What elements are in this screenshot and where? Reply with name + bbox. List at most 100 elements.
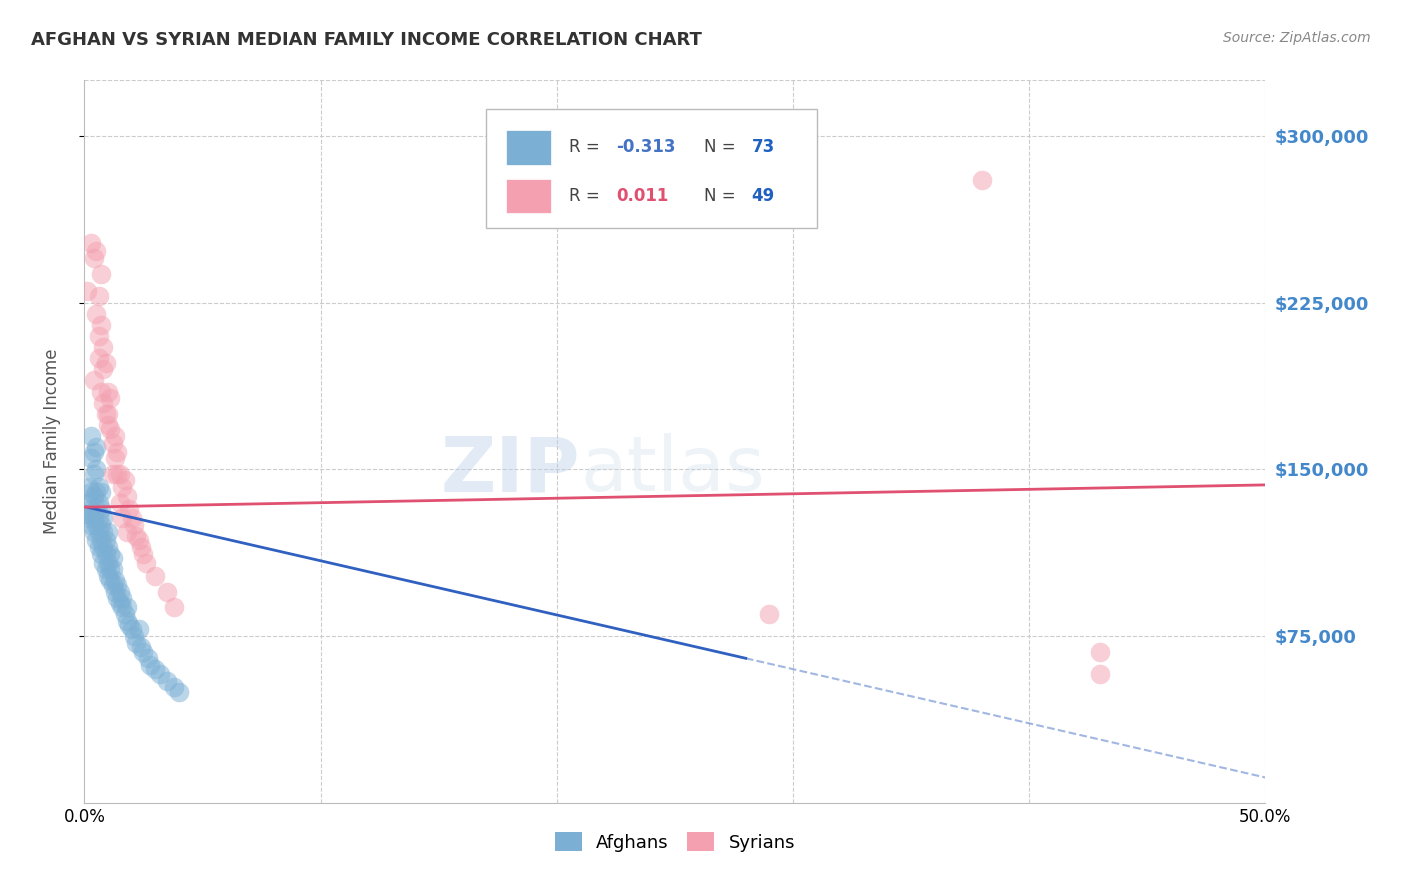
Point: [135, 556, 157, 570]
Point: [84, 244, 107, 259]
Point: [758, 607, 780, 621]
Point: [91, 524, 114, 539]
Point: [87, 496, 110, 510]
Point: [132, 547, 155, 561]
Point: [108, 467, 131, 481]
Point: [80, 451, 103, 466]
Point: [83, 524, 105, 539]
Point: [91, 540, 114, 554]
Point: [156, 584, 179, 599]
Point: [90, 384, 112, 399]
Point: [90, 547, 112, 561]
Point: [107, 591, 129, 606]
Text: 73: 73: [752, 138, 775, 156]
Text: N =: N =: [704, 187, 735, 205]
Text: R =: R =: [568, 138, 599, 156]
Point: [111, 480, 134, 494]
Point: [143, 662, 166, 676]
Point: [90, 484, 112, 499]
Point: [87, 540, 110, 554]
Point: [111, 511, 134, 525]
Point: [90, 318, 112, 332]
Point: [84, 502, 107, 516]
Point: [101, 467, 124, 481]
Point: [104, 574, 127, 588]
Point: [122, 629, 145, 643]
Point: [80, 517, 103, 532]
Point: [84, 307, 107, 321]
FancyBboxPatch shape: [506, 178, 551, 213]
Point: [139, 657, 162, 672]
Point: [128, 533, 150, 548]
Point: [98, 547, 121, 561]
Point: [97, 540, 120, 554]
Point: [83, 511, 105, 525]
Point: [114, 474, 136, 488]
Point: [167, 684, 190, 698]
Point: [143, 569, 166, 583]
Point: [90, 533, 112, 548]
Point: [97, 417, 120, 432]
Y-axis label: Median Family Income: Median Family Income: [42, 349, 60, 534]
Point: [163, 600, 186, 615]
Point: [84, 440, 107, 454]
Point: [115, 524, 138, 539]
Text: 49: 49: [752, 187, 775, 205]
Point: [76, 285, 98, 299]
Point: [80, 484, 103, 499]
Text: ZIP: ZIP: [441, 434, 581, 508]
Point: [1088, 645, 1111, 659]
Point: [111, 591, 134, 606]
Point: [98, 422, 121, 436]
Point: [125, 529, 148, 543]
Point: [80, 235, 103, 250]
Point: [1088, 666, 1111, 681]
Point: [121, 623, 143, 637]
Point: [80, 429, 103, 443]
Point: [90, 267, 112, 281]
Point: [132, 645, 155, 659]
Point: [129, 640, 152, 655]
Point: [94, 562, 117, 576]
Point: [108, 596, 131, 610]
Point: [115, 489, 138, 503]
Point: [163, 680, 186, 694]
Point: [87, 524, 110, 539]
Point: [115, 600, 138, 615]
Point: [104, 584, 127, 599]
Point: [101, 562, 124, 576]
Point: [108, 496, 131, 510]
Point: [87, 351, 110, 366]
Point: [97, 524, 120, 539]
Point: [114, 607, 136, 621]
Text: Source: ZipAtlas.com: Source: ZipAtlas.com: [1223, 31, 1371, 45]
Point: [101, 435, 124, 450]
Point: [83, 489, 105, 503]
Point: [98, 391, 121, 405]
Point: [136, 651, 159, 665]
Point: [107, 578, 129, 592]
Point: [101, 578, 124, 592]
Point: [87, 480, 110, 494]
Point: [98, 562, 121, 576]
Point: [83, 444, 105, 458]
Point: [970, 173, 993, 187]
Point: [111, 600, 134, 615]
Point: [104, 451, 127, 466]
Point: [129, 540, 152, 554]
Legend: Afghans, Syrians: Afghans, Syrians: [547, 825, 803, 859]
Point: [121, 511, 143, 525]
Point: [91, 340, 114, 354]
Point: [115, 614, 138, 628]
Point: [77, 511, 100, 525]
Point: [107, 444, 129, 458]
Point: [77, 480, 100, 494]
Point: [83, 251, 105, 265]
Point: [91, 556, 114, 570]
Point: [104, 429, 127, 443]
Point: [83, 373, 105, 387]
Point: [94, 547, 117, 561]
Point: [91, 362, 114, 376]
Point: [84, 517, 107, 532]
Text: atlas: atlas: [581, 434, 765, 508]
